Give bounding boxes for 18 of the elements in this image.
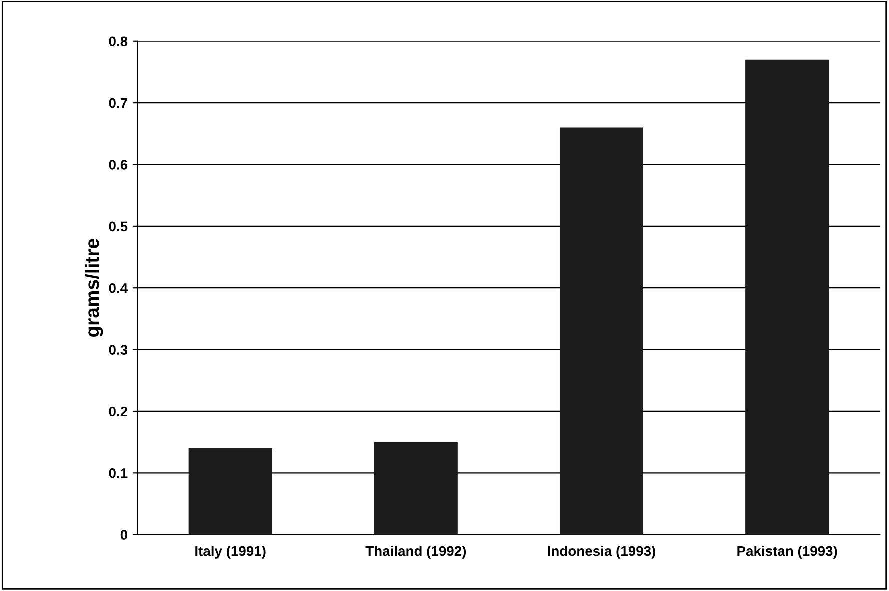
y-axis-title: grams/litre: [85, 239, 104, 338]
x-tick-label: Pakistan (1993): [738, 546, 838, 559]
y-tick-label: 0.1: [109, 468, 128, 478]
bar: [188, 448, 272, 535]
y-tick-label: 0.5: [109, 222, 128, 232]
y-tick-label: 0.4: [109, 283, 128, 294]
x-tick-label: Indonesia (1993): [548, 546, 656, 559]
bar: [374, 442, 458, 535]
bar: [746, 60, 830, 535]
x-tick-label: Italy (1991): [196, 546, 266, 559]
y-tick-label: 0: [120, 530, 128, 540]
y-tick-label: 0.6: [109, 160, 128, 170]
y-tick-label: 0.8: [109, 36, 128, 47]
y-tick-label: 0.7: [109, 98, 128, 108]
y-tick-label: 0.2: [109, 406, 128, 417]
x-tick-label: Thailand (1992): [366, 546, 466, 559]
y-tick-label: 0.3: [109, 345, 128, 355]
bar: [560, 128, 644, 535]
